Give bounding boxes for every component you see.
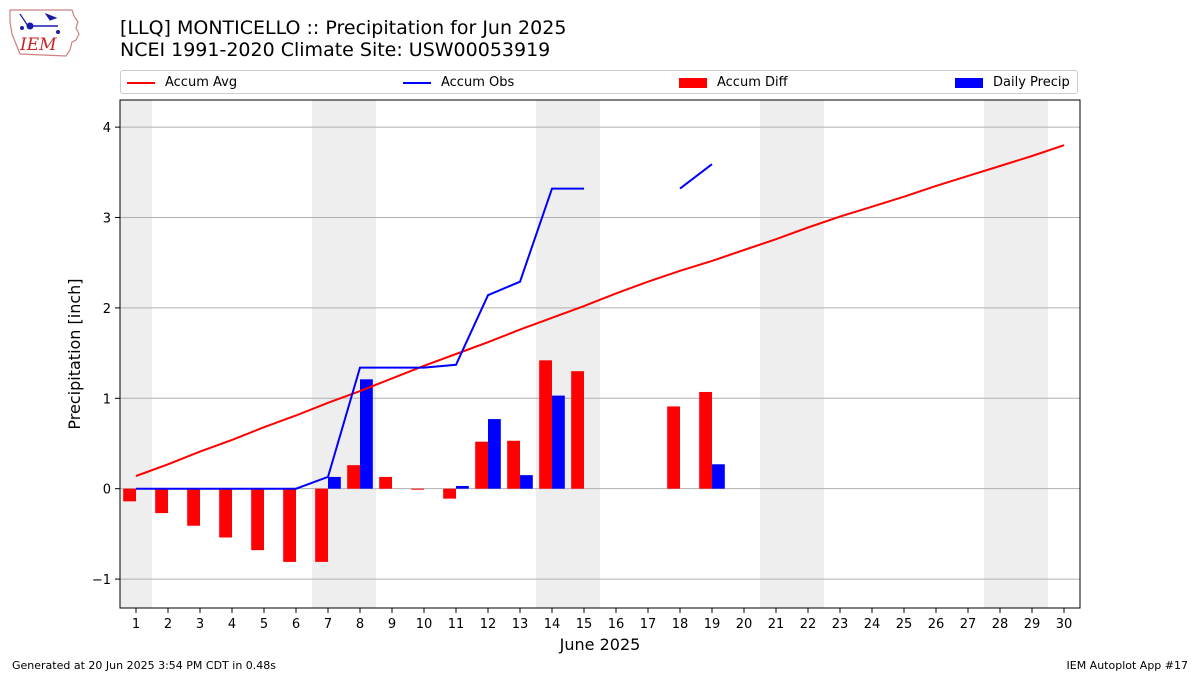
x-tick-label: 14: [544, 617, 561, 632]
accum-diff-bar: [315, 488, 328, 562]
logo-text: IEM: [19, 35, 57, 55]
x-tick-label: 27: [960, 617, 977, 632]
y-tick-label: 0: [103, 483, 111, 498]
x-tick-label: 24: [864, 617, 881, 632]
accum-diff-bar: [475, 441, 488, 489]
y-tick-label: −1: [92, 573, 111, 588]
accum-diff-bar: [187, 488, 200, 526]
x-tick-label: 28: [992, 617, 1009, 632]
x-tick-label: 5: [260, 617, 268, 632]
x-tick-label: 25: [896, 617, 913, 632]
accum-diff-bar: [123, 488, 136, 502]
accum-obs-line: [679, 163, 713, 190]
x-tick-label: 2: [164, 617, 172, 632]
accum-diff-bar: [699, 391, 712, 489]
daily-precip-bar: [552, 395, 565, 489]
x-tick-label: 9: [388, 617, 396, 632]
daily-precip-bar: [360, 379, 373, 489]
x-tick-label: 17: [640, 617, 657, 632]
x-tick-label: 15: [576, 617, 593, 632]
x-tick-label: 26: [928, 617, 945, 632]
legend-label-daily-precip: Daily Precip: [993, 75, 1070, 90]
weekend-shade: [536, 100, 600, 608]
x-tick-label: 20: [736, 617, 753, 632]
legend-swatch-daily-precip: [955, 78, 983, 88]
legend-label-accum-obs: Accum Obs: [441, 75, 515, 90]
iowa-state-outline: [9, 9, 80, 57]
weekend-shade: [760, 100, 824, 608]
x-tick-label: 7: [324, 617, 332, 632]
accum-diff-bar: [507, 440, 520, 489]
daily-precip-bar: [328, 476, 341, 489]
x-axis-label: June 2025: [559, 635, 641, 654]
x-tick-label: 13: [512, 617, 529, 632]
daily-precip-bar: [712, 464, 725, 489]
y-tick-label: 2: [103, 302, 111, 317]
accum-diff-bar: [411, 488, 424, 490]
accum-diff-bar: [443, 488, 456, 499]
accum-diff-bar: [667, 406, 680, 489]
chart-legend: Accum Avg Accum Obs Accum Diff Daily Pre…: [120, 70, 1078, 94]
accum-obs-line: [136, 187, 584, 490]
x-tick-label: 18: [672, 617, 689, 632]
accum-avg-line: [135, 144, 1065, 477]
accum-diff-bar: [571, 371, 584, 489]
weekend-shade: [120, 100, 152, 608]
x-tick-label: 11: [448, 617, 465, 632]
x-tick-label: 30: [1056, 617, 1073, 632]
accum-diff-bar: [539, 360, 552, 489]
accum-diff-bar: [283, 488, 296, 562]
x-tick-label: 12: [480, 617, 497, 632]
accum-diff-bar: [347, 465, 360, 489]
daily-precip-bar: [520, 475, 533, 489]
y-tick-label: 4: [103, 121, 111, 136]
plot-frame: [119, 99, 1081, 609]
x-tick-label: 22: [800, 617, 817, 632]
legend-swatch-accum-diff: [679, 78, 707, 88]
legend-label-accum-avg: Accum Avg: [165, 75, 238, 90]
x-tick-label: 1: [132, 617, 140, 632]
x-tick-label: 3: [196, 617, 204, 632]
chart-subtitle: NCEI 1991-2020 Climate Site: USW00053919: [120, 39, 551, 61]
generated-timestamp: Generated at 20 Jun 2025 3:54 PM CDT in …: [12, 659, 277, 672]
x-tick-label: 16: [608, 617, 625, 632]
app-credit: IEM Autoplot App #17: [1066, 659, 1189, 672]
accum-diff-bar: [251, 488, 264, 551]
x-tick-label: 29: [1024, 617, 1041, 632]
x-tick-label: 4: [228, 617, 236, 632]
legend-swatch-accum-avg: [127, 82, 155, 84]
y-tick-label: 3: [103, 212, 111, 227]
y-tick-label: 1: [103, 392, 111, 407]
daily-precip-bar: [456, 485, 469, 489]
accum-diff-bar: [155, 488, 168, 514]
weather-station-icon: [19, 12, 60, 34]
y-axis-label: Precipitation [inch]: [65, 278, 84, 429]
x-tick-label: 10: [416, 617, 433, 632]
x-tick-label: 8: [356, 617, 364, 632]
x-tick-label: 23: [832, 617, 849, 632]
x-tick-label: 21: [768, 617, 785, 632]
daily-precip-bar: [488, 419, 501, 489]
legend-label-accum-diff: Accum Diff: [717, 75, 788, 90]
legend-swatch-accum-obs: [403, 82, 431, 84]
accum-diff-bar: [219, 488, 232, 538]
chart-title: [LLQ] MONTICELLO :: Precipitation for Ju…: [120, 17, 567, 39]
accum-diff-bar: [379, 476, 392, 489]
weekend-shade: [984, 100, 1048, 608]
iem-logo: IEM: [9, 9, 80, 57]
x-tick-label: 6: [292, 617, 300, 632]
x-tick-label: 19: [704, 617, 721, 632]
